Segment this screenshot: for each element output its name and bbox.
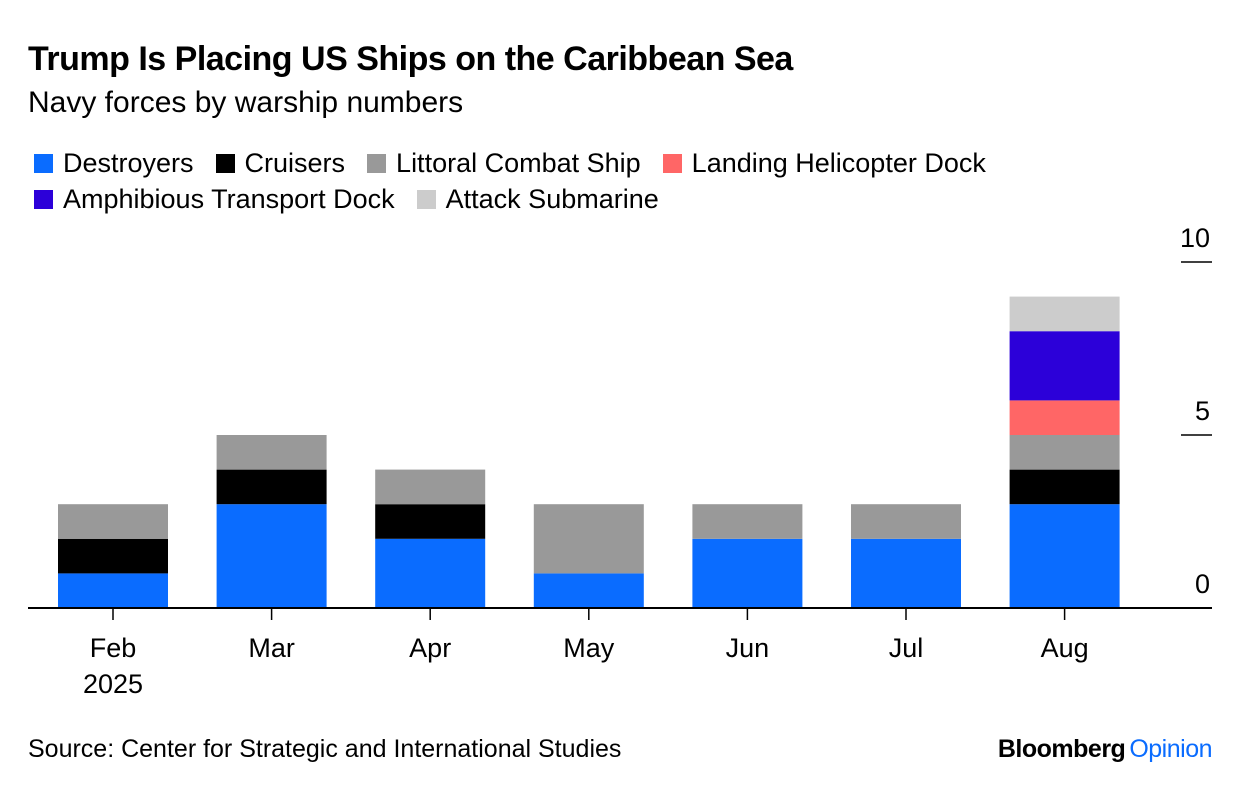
chart-legend: Destroyers Cruisers Littoral Combat Ship…: [34, 145, 1214, 217]
bar-feb-destroyers: [58, 573, 168, 608]
legend-item-littoral-combat-ship: Littoral Combat Ship: [367, 148, 641, 179]
brand-name: Bloomberg: [997, 735, 1126, 763]
x-tick-label-mar: Mar: [248, 633, 295, 663]
bar-jun-destroyers: [692, 538, 803, 608]
bar-jun-littoral-combat-ship: [692, 504, 803, 539]
brand-section: Opinion: [1129, 735, 1212, 763]
bar-aug-landing-helicopter-dock: [1009, 400, 1120, 435]
legend-swatch-attack-submarine: [416, 189, 436, 209]
legend-item-cruisers: Cruisers: [215, 147, 346, 179]
legend-item-destroyers: Destroyers: [34, 148, 194, 179]
bar-apr-littoral-combat-ship: [375, 469, 486, 505]
bar-apr-destroyers: [375, 538, 486, 608]
bar-feb-littoral-combat-ship: [58, 504, 168, 539]
chart-subtitle: Navy forces by warship numbers: [28, 86, 464, 119]
bar-mar-littoral-combat-ship: [216, 435, 327, 470]
legend-row-1: Destroyers Cruisers Littoral Combat Ship…: [34, 145, 1214, 181]
y-tick-label-0: 0: [1195, 569, 1210, 599]
x-tick-sublabel-feb: 2025: [83, 669, 143, 699]
chart-title: Trump Is Placing US Ships on the Caribbe…: [28, 40, 793, 78]
y-tick-label-10: 10: [1180, 223, 1210, 253]
legend-swatch-landing-helicopter-dock: [662, 153, 682, 173]
legend-label-landing-helicopter-dock: Landing Helicopter Dock: [691, 147, 986, 178]
bar-feb-cruisers: [58, 538, 168, 574]
bar-mar-cruisers: [216, 469, 327, 505]
bar-aug-littoral-combat-ship: [1009, 435, 1120, 470]
legend-row-2: Amphibious Transport Dock Attack Submari…: [34, 181, 1214, 217]
source-note: Source: Center for Strategic and Interna…: [28, 735, 622, 763]
x-tick-label-aug: Aug: [1041, 633, 1089, 663]
legend-label-littoral-combat-ship: Littoral Combat Ship: [396, 147, 641, 178]
legend-label-amphibious-transport-dock: Amphibious Transport Dock: [63, 183, 395, 214]
bar-apr-cruisers: [375, 504, 486, 539]
x-tick-label-may: May: [563, 633, 615, 663]
legend-label-attack-submarine: Attack Submarine: [445, 183, 659, 214]
legend-item-landing-helicopter-dock: Landing Helicopter Dock: [662, 147, 986, 179]
legend-label-destroyers: Destroyers: [63, 147, 194, 178]
bar-may-littoral-combat-ship: [533, 504, 644, 574]
legend-swatch-cruisers: [215, 153, 235, 173]
legend-swatch-amphibious-transport-dock: [34, 189, 53, 209]
bar-jul-littoral-combat-ship: [851, 504, 961, 539]
legend-item-amphibious-transport-dock: Amphibious Transport Dock: [34, 184, 395, 215]
legend-swatch-littoral-combat-ship: [367, 153, 387, 173]
legend-item-attack-submarine: Attack Submarine: [416, 183, 659, 215]
bloomberg-opinion-logo: Bloomberg Opinion: [997, 735, 1213, 764]
y-tick-label-5: 5: [1195, 396, 1210, 426]
legend-swatch-destroyers: [34, 153, 53, 173]
bar-aug-cruisers: [1009, 469, 1120, 505]
bar-jul-destroyers: [851, 538, 961, 608]
legend-label-cruisers: Cruisers: [244, 147, 346, 178]
bar-aug-amphibious-transport-dock: [1009, 331, 1120, 401]
x-tick-label-feb: Feb: [90, 633, 137, 663]
x-tick-label-apr: Apr: [409, 633, 451, 663]
bar-aug-destroyers: [1009, 504, 1120, 608]
bar-aug-attack-submarine: [1009, 296, 1120, 332]
bar-may-destroyers: [533, 573, 644, 608]
x-tick-label-jun: Jun: [726, 633, 770, 663]
x-tick-label-jul: Jul: [889, 633, 924, 663]
bar-mar-destroyers: [216, 504, 327, 608]
